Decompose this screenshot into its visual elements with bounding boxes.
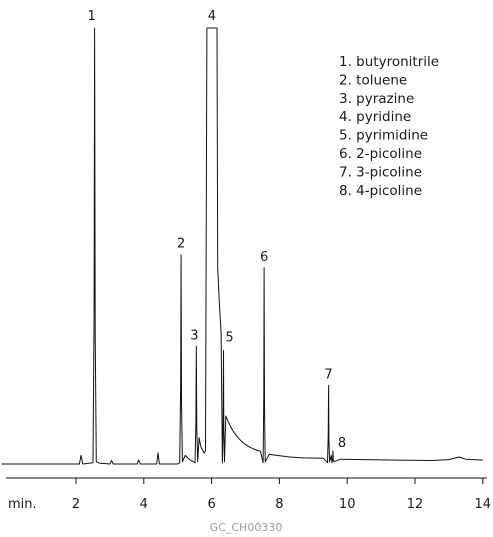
peak-label: 1 — [88, 9, 96, 24]
peak-label: 8 — [338, 436, 346, 451]
chromatogram-trace — [1, 27, 483, 465]
peak-label: 2 — [177, 237, 185, 252]
figure-code: GC_CH00330 — [210, 521, 283, 534]
x-tick-label: 10 — [339, 497, 356, 512]
legend: 1. butyronitrile 2. toluene 3. pyrazine 4. … — [339, 54, 439, 199]
peak-label: 7 — [324, 368, 332, 383]
legend-entry: 5. pyrimidine — [339, 128, 428, 144]
peak-labels: 1 2 3 4 5 6 7 8 — [88, 9, 347, 451]
peak-label: 3 — [190, 328, 198, 343]
x-ticks: 2 4 6 8 10 12 14 — [72, 478, 491, 512]
legend-entry: 8. 4-picoline — [339, 183, 422, 199]
x-tick-label: 12 — [407, 497, 424, 512]
legend-entry: 2. toluene — [339, 72, 407, 88]
legend-entry: 7. 3-picoline — [339, 164, 422, 180]
peak-label: 6 — [260, 250, 268, 265]
legend-entry: 1. butyronitrile — [339, 54, 439, 70]
legend-entry: 3. pyrazine — [339, 91, 414, 107]
trace-layer — [1, 27, 483, 465]
x-axis: min. 2 4 6 8 10 12 14 — [6, 477, 491, 512]
x-tick-label: 8 — [275, 497, 283, 512]
x-tick-label: 2 — [72, 497, 80, 512]
x-tick-label: 4 — [140, 497, 148, 512]
x-tick-label: 14 — [475, 497, 492, 512]
legend-entry: 4. pyridine — [339, 109, 411, 125]
x-tick-label: 6 — [207, 497, 215, 512]
peak-label: 4 — [208, 9, 216, 24]
x-axis-title: min. — [8, 497, 37, 512]
peak-label: 5 — [225, 331, 233, 346]
legend-entry: 6. 2-picoline — [339, 146, 422, 162]
